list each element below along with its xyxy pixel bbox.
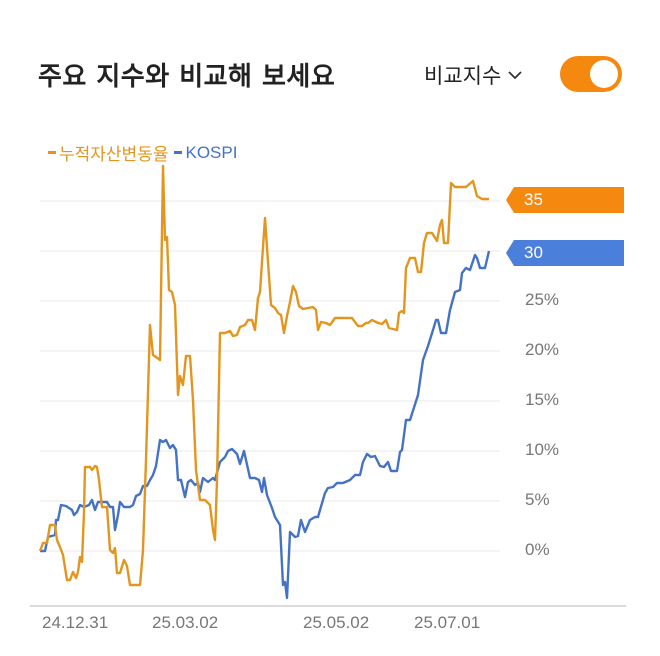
tag-pointer [506, 187, 514, 213]
gridlines [40, 200, 500, 552]
kospi-current-value-tag: 30 [506, 240, 624, 266]
y-tick-10: 10% [525, 440, 560, 459]
asset-current-value: 35 [514, 187, 624, 213]
chart-legend: 누적자산변동율 KOSPI [48, 140, 237, 165]
y-tick-15: 15% [525, 390, 560, 409]
x-tick-3: 25.05.02 [303, 613, 370, 632]
y-tick-0: 0% [525, 540, 550, 559]
compare-toggle[interactable] [560, 56, 622, 92]
page-title: 주요 지수와 비교해 보세요 [38, 62, 336, 92]
legend-swatch-kospi [174, 151, 183, 154]
legend-label-kospi: KOSPI [185, 142, 238, 162]
y-tick-20: 20% [525, 340, 560, 359]
compare-index-label: 비교지수 [424, 64, 502, 88]
legend-swatch-asset [48, 151, 56, 154]
y-tick-5: 5% [525, 490, 550, 509]
x-tick-2: 25.03.02 [152, 613, 219, 632]
x-tick-1: 24.12.31 [42, 613, 109, 632]
chevron-down-icon [508, 71, 522, 80]
legend-item-asset: 누적자산변동율 [48, 140, 168, 165]
y-tick-25: 25% [525, 290, 560, 309]
toggle-knob [590, 60, 618, 88]
tag-pointer [506, 240, 514, 266]
legend-item-kospi: KOSPI [174, 140, 237, 165]
asset-change-line [38, 164, 489, 587]
kospi-current-value: 30 [514, 240, 624, 266]
asset-current-value-tag: 35 [506, 187, 624, 213]
x-tick-4: 25.07.01 [414, 613, 481, 632]
kospi-line [40, 250, 491, 600]
legend-label-asset: 누적자산변동율 [59, 145, 169, 164]
compare-index-dropdown[interactable]: 비교지수 [424, 60, 523, 90]
